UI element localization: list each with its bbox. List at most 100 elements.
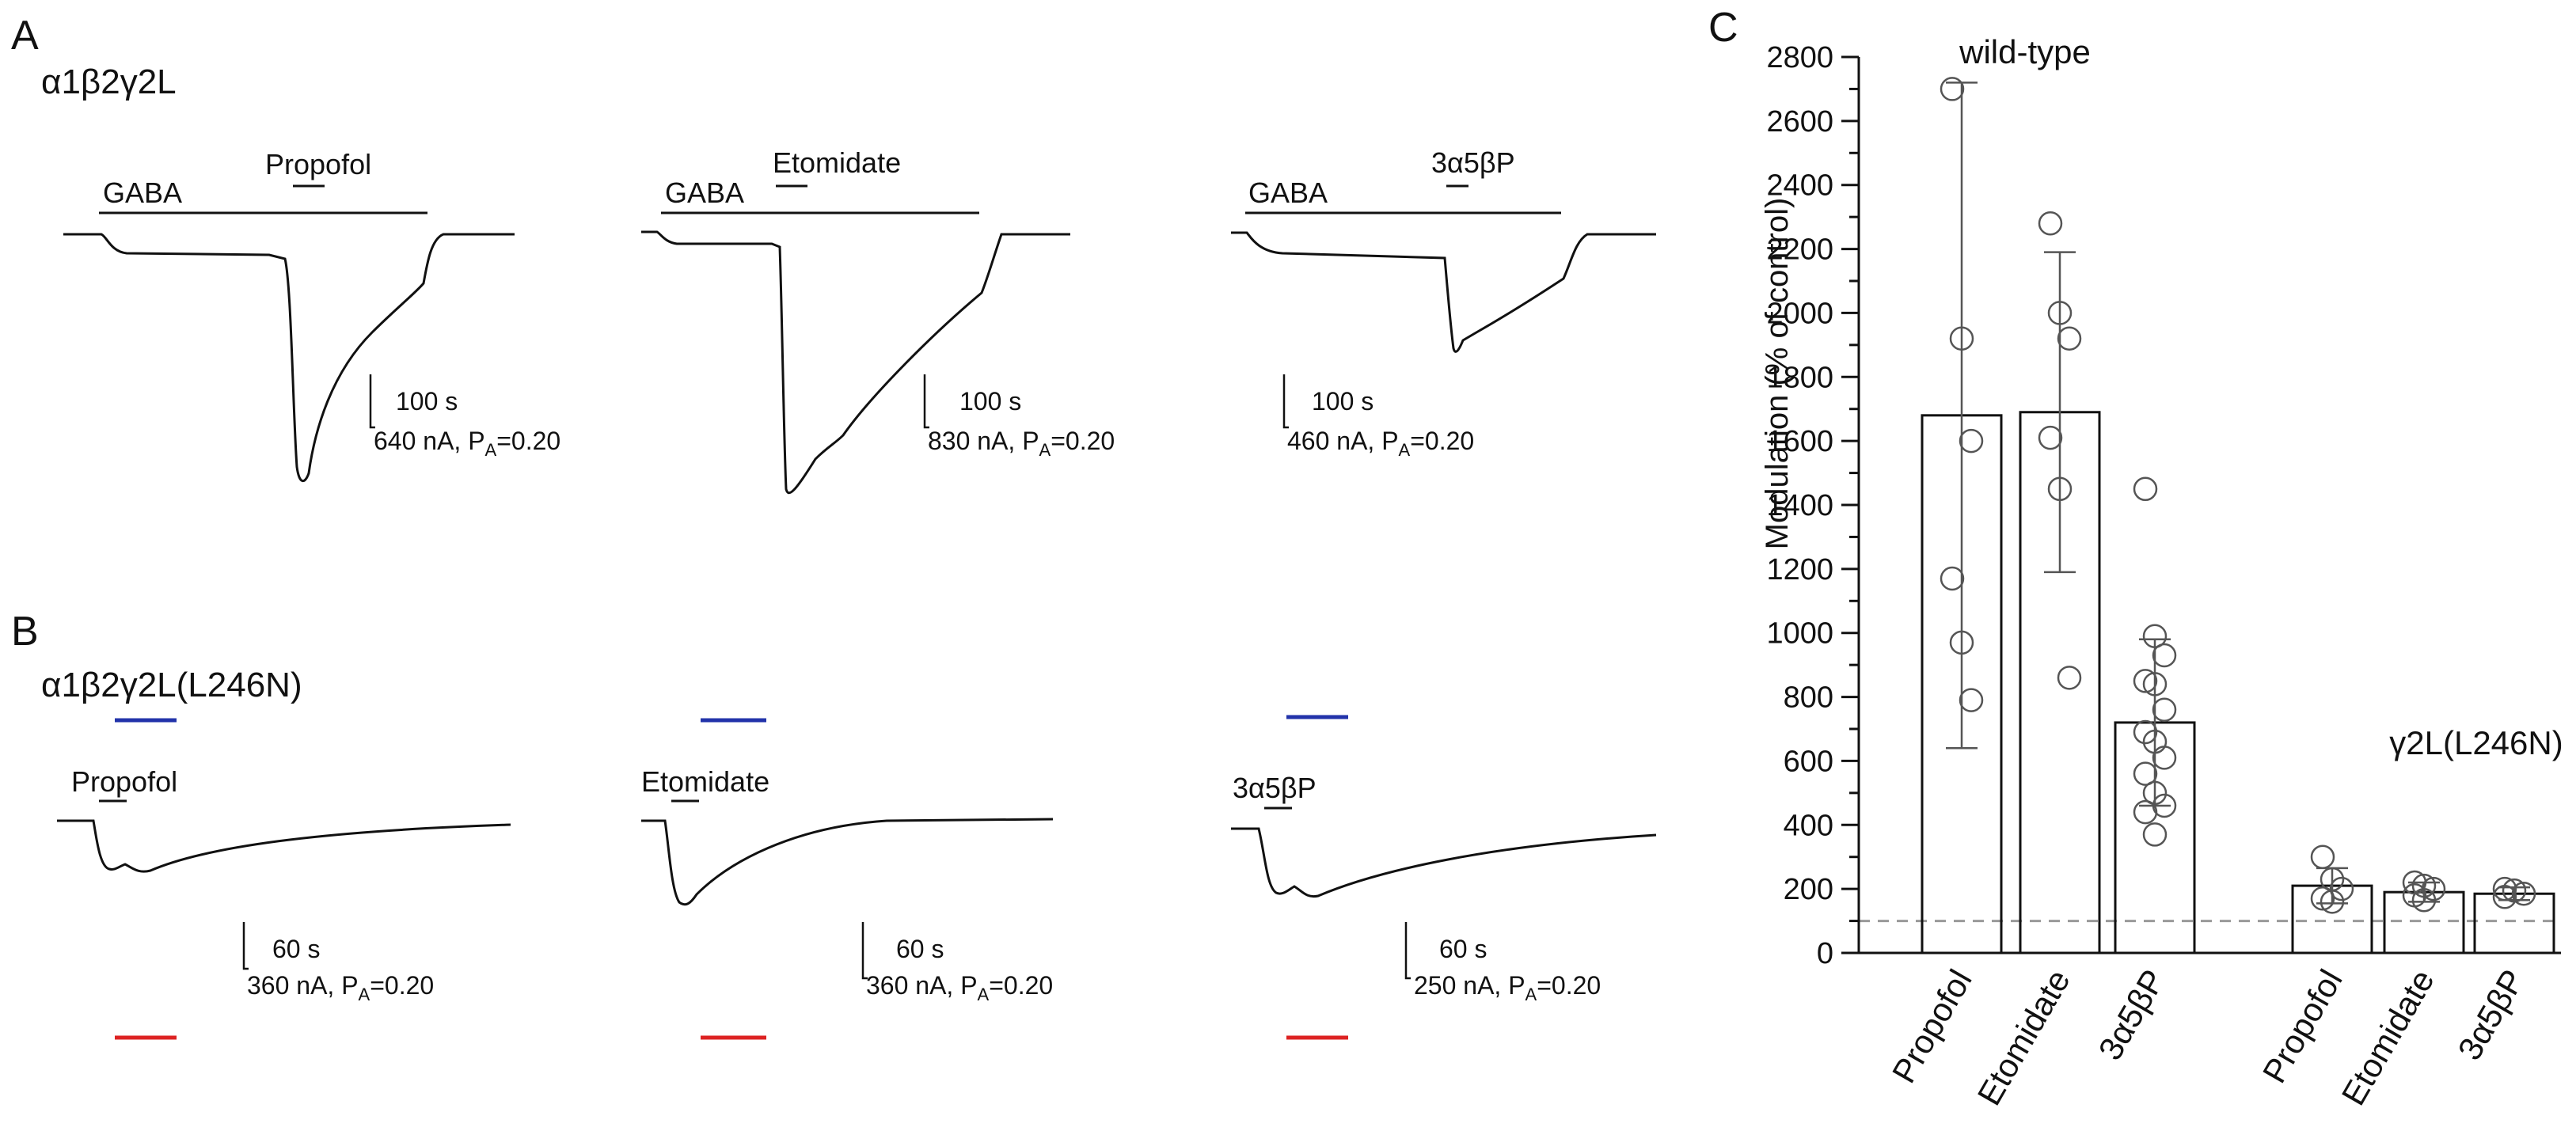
data-point — [2047, 476, 2073, 502]
data-point — [1949, 630, 1974, 655]
scale-bar — [923, 374, 929, 429]
y-tick-label: 1400 — [1766, 489, 1833, 522]
current-trace — [57, 819, 511, 873]
data-point — [1949, 326, 1974, 351]
trace-b-etomidate: Etomidate 60 s 360 nA, PA=0.20 — [641, 765, 1053, 1004]
group-label-wild-type: wild-type — [1959, 33, 2091, 70]
data-point — [2142, 780, 2168, 806]
data-point — [2310, 886, 2335, 911]
y-tick-label: 1000 — [1766, 617, 1833, 651]
data-point — [2152, 697, 2177, 722]
panel-a-letter: A — [11, 13, 39, 59]
x-category-label: Etomidate — [1970, 963, 2077, 1111]
data-point — [2492, 876, 2517, 901]
data-point — [1940, 566, 1965, 591]
drug-label: Etomidate — [773, 146, 901, 179]
group-label-mutant: γ2L(L246N) — [2389, 724, 2563, 761]
drug-label: Propofol — [265, 148, 371, 180]
time-scale-label: 60 s — [896, 935, 944, 963]
chart-plot-area: 0 200 400 600 800 1000 1200 1400 1600 1800 2000 220… — [1766, 41, 2561, 1111]
current-scale-label: 250 nA, PA=0.20 — [1414, 971, 1601, 1004]
data-point — [2133, 719, 2158, 745]
y-tick-label: 1200 — [1766, 553, 1833, 586]
x-category-label: Propofol — [2255, 963, 2350, 1089]
drug-label: 3α5βP — [1233, 772, 1316, 804]
x-category-label: Etomidate — [2335, 963, 2441, 1111]
current-trace — [1231, 827, 1657, 898]
gaba-label: GABA — [1248, 176, 1328, 209]
data-point — [2411, 888, 2437, 913]
trace-a-propofol: GABA Propofol 100 s 640 nA, PA=0.20 — [63, 148, 560, 482]
x-category-label: 3α5βP — [2092, 963, 2172, 1066]
current-scale-label: 830 nA, PA=0.20 — [928, 427, 1115, 460]
panel-b-construct: α1β2γ2L(L246N) — [41, 666, 302, 704]
current-scale-label: 460 nA, PA=0.20 — [1287, 427, 1474, 460]
current-trace — [641, 230, 1070, 495]
data-point — [2142, 672, 2168, 696]
drug-label: Propofol — [71, 765, 177, 798]
drug-label: Etomidate — [641, 765, 769, 798]
current-trace — [1231, 231, 1656, 353]
current-trace — [63, 233, 515, 482]
data-point — [2038, 211, 2063, 236]
data-point — [2152, 643, 2177, 668]
trace-a-etomidate: GABA Etomidate 100 s 830 nA, PA=0.20 — [641, 146, 1115, 495]
scale-bar — [1282, 374, 1289, 429]
panel-a: A α1β2γ2L GABA Propofol 100 s 640 nA, PA… — [11, 13, 1656, 495]
y-tick-label: 600 — [1784, 745, 1833, 778]
data-point — [2320, 890, 2345, 914]
panel-b: B α1β2γ2L(L246N) Propofol 60 s 360 nA, P… — [11, 609, 1657, 1040]
y-tick-label: 800 — [1784, 681, 1833, 715]
current-scale-label: 360 nA, PA=0.20 — [866, 971, 1053, 1004]
time-scale-label: 100 s — [959, 387, 1021, 416]
data-point — [2133, 799, 2158, 825]
data-point — [2142, 822, 2168, 847]
data-point — [1959, 428, 1984, 454]
panel-c: C Modulation (% of control) wild-type γ2… — [1708, 5, 2563, 1111]
data-point — [2492, 885, 2517, 909]
time-scale-label: 100 s — [396, 387, 458, 416]
data-point — [2133, 761, 2158, 786]
time-scale-label: 60 s — [1439, 935, 1487, 963]
scale-bar — [861, 922, 868, 980]
data-point — [2411, 873, 2437, 898]
y-tick-label: 1800 — [1766, 361, 1833, 394]
y-tick-label: 2200 — [1766, 233, 1833, 267]
trace-b-steroid: 3α5βP 60 s 250 nA, PA=0.20 — [1231, 772, 1657, 1004]
x-category-label: Propofol — [1885, 963, 1979, 1089]
data-point — [2142, 624, 2168, 649]
time-scale-label: 100 s — [1312, 387, 1373, 416]
panel-b-letter: B — [11, 609, 39, 655]
gaba-label: GABA — [665, 176, 744, 209]
scale-bar — [1404, 922, 1411, 980]
data-point — [2038, 425, 2063, 450]
y-tick-label: 2000 — [1766, 297, 1833, 330]
current-trace — [641, 818, 1054, 906]
drug-label: 3α5βP — [1431, 146, 1515, 179]
data-point — [1959, 688, 1984, 712]
data-point — [2047, 301, 2073, 325]
panel-a-construct: α1β2γ2L — [41, 63, 177, 101]
data-point — [2310, 844, 2335, 869]
data-point — [2329, 876, 2354, 901]
y-tick-label: 2600 — [1766, 105, 1833, 139]
data-point — [2152, 746, 2177, 770]
data-point — [1940, 77, 1965, 101]
scale-bar — [369, 374, 375, 429]
trace-b-propofol: Propofol 60 s 360 nA, PA=0.20 — [57, 765, 511, 1004]
y-tick-label: 2800 — [1766, 41, 1833, 74]
y-tick-label: 200 — [1784, 873, 1833, 906]
y-tick-label: 0 — [1817, 937, 1833, 970]
panel-c-letter: C — [1708, 5, 1738, 51]
data-point — [2133, 669, 2158, 693]
scale-bar — [242, 922, 249, 970]
trace-a-steroid: GABA 3α5βP 100 s 460 nA, PA=0.20 — [1231, 146, 1656, 460]
data-point — [2057, 326, 2082, 351]
x-category-label: 3α5βP — [2451, 963, 2532, 1066]
data-point — [2133, 476, 2158, 502]
y-tick-label: 400 — [1784, 809, 1833, 842]
y-axis-label: Modulation (% of control) — [1760, 198, 1795, 550]
data-point — [2511, 881, 2536, 906]
current-scale-label: 640 nA, PA=0.20 — [374, 427, 560, 460]
gaba-label: GABA — [103, 176, 182, 209]
